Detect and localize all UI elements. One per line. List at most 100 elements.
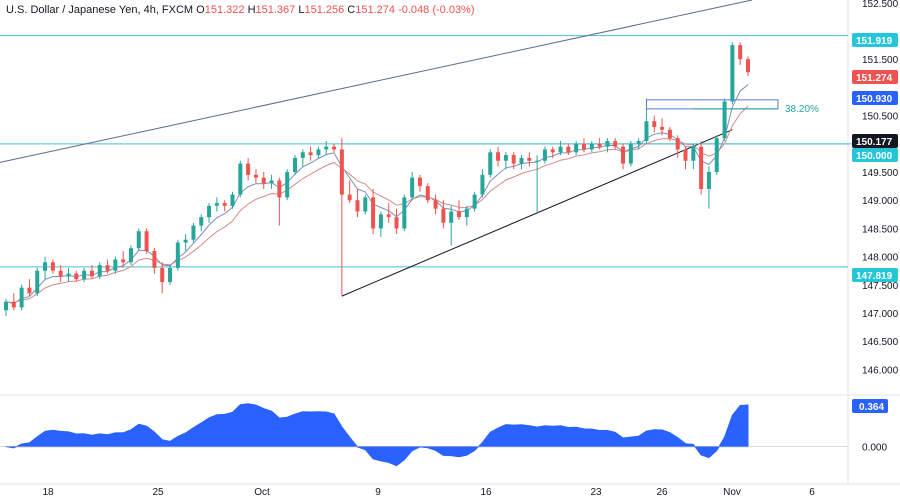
candle[interactable] xyxy=(722,98,727,142)
candle[interactable] xyxy=(58,265,63,283)
candle[interactable] xyxy=(457,200,462,220)
candle[interactable] xyxy=(574,141,579,156)
candle[interactable] xyxy=(386,203,391,223)
candle[interactable] xyxy=(308,146,313,161)
candle[interactable] xyxy=(214,197,219,212)
candle[interactable] xyxy=(441,200,446,229)
candle[interactable] xyxy=(183,234,188,251)
candle[interactable] xyxy=(82,267,87,283)
candle[interactable] xyxy=(269,174,274,189)
candle[interactable] xyxy=(621,143,626,170)
candle[interactable] xyxy=(667,126,672,142)
candle[interactable] xyxy=(371,188,376,235)
candle[interactable] xyxy=(300,149,305,167)
candle[interactable] xyxy=(50,259,55,274)
candle[interactable] xyxy=(503,152,508,170)
candle[interactable] xyxy=(652,115,657,133)
candle[interactable] xyxy=(581,138,586,153)
candle[interactable] xyxy=(191,222,196,243)
channel-trendline[interactable] xyxy=(0,0,753,163)
candle[interactable] xyxy=(730,42,735,105)
candle[interactable] xyxy=(714,135,719,175)
candle[interactable] xyxy=(261,172,266,189)
candle[interactable] xyxy=(35,267,40,297)
candle[interactable] xyxy=(394,208,399,235)
candle[interactable] xyxy=(550,146,555,158)
candle[interactable] xyxy=(636,138,641,150)
candle[interactable] xyxy=(535,155,540,215)
candle[interactable] xyxy=(597,138,602,150)
candle[interactable] xyxy=(699,141,704,195)
candles[interactable] xyxy=(4,42,750,316)
candle[interactable] xyxy=(449,205,454,246)
fib-retracement[interactable]: 38.20% xyxy=(645,99,819,115)
candle[interactable] xyxy=(27,279,32,297)
candle[interactable] xyxy=(738,42,743,65)
candle[interactable] xyxy=(168,265,173,285)
candle[interactable] xyxy=(121,250,126,268)
candle[interactable] xyxy=(402,194,407,232)
candle[interactable] xyxy=(4,298,8,316)
candle[interactable] xyxy=(511,152,516,170)
candle[interactable] xyxy=(128,245,133,266)
time-axis[interactable]: 18 25 Oct 9 16 23 26 Nov 6 xyxy=(42,487,815,498)
candle[interactable] xyxy=(425,183,430,204)
fib-box[interactable] xyxy=(645,99,779,110)
candle[interactable] xyxy=(675,135,680,158)
candle[interactable] xyxy=(97,262,102,280)
candle[interactable] xyxy=(746,56,750,77)
candle[interactable] xyxy=(253,169,258,184)
candle[interactable] xyxy=(105,259,110,274)
candle[interactable] xyxy=(277,177,282,226)
candle[interactable] xyxy=(144,228,149,254)
candle[interactable] xyxy=(433,194,438,215)
candle[interactable] xyxy=(527,152,532,167)
candle[interactable] xyxy=(410,172,415,201)
candle[interactable] xyxy=(605,138,610,153)
candle[interactable] xyxy=(691,143,696,170)
candle[interactable] xyxy=(332,143,337,153)
candle[interactable] xyxy=(464,205,469,226)
candle[interactable] xyxy=(558,141,563,156)
candle[interactable] xyxy=(19,284,24,311)
candle[interactable] xyxy=(175,239,180,271)
candle[interactable] xyxy=(160,262,165,294)
candle[interactable] xyxy=(683,146,688,170)
candle[interactable] xyxy=(113,256,118,274)
candle[interactable] xyxy=(589,141,594,153)
candle[interactable] xyxy=(66,267,71,283)
candle[interactable] xyxy=(207,203,212,223)
candle[interactable] xyxy=(628,141,633,167)
candle[interactable] xyxy=(316,146,321,158)
candle[interactable] xyxy=(222,200,227,212)
candle[interactable] xyxy=(89,265,94,280)
candle[interactable] xyxy=(285,169,290,201)
candle[interactable] xyxy=(11,293,16,311)
candle[interactable] xyxy=(339,138,344,297)
candle[interactable] xyxy=(292,155,297,175)
candle[interactable] xyxy=(355,188,360,218)
candle[interactable] xyxy=(238,160,243,198)
candle[interactable] xyxy=(417,174,422,192)
candle[interactable] xyxy=(613,138,618,150)
candle[interactable] xyxy=(660,118,665,136)
candle[interactable] xyxy=(246,157,251,181)
candle[interactable] xyxy=(324,141,329,156)
candle[interactable] xyxy=(566,143,571,156)
candle[interactable] xyxy=(496,146,501,167)
candle[interactable] xyxy=(363,194,368,215)
candle[interactable] xyxy=(519,155,524,170)
candle[interactable] xyxy=(480,169,485,198)
candle[interactable] xyxy=(378,211,383,237)
candle[interactable] xyxy=(472,191,477,212)
price-axis[interactable]: 152.500 151.500 150.500 149.500 149.000 148.5… xyxy=(862,0,899,454)
candle[interactable] xyxy=(199,214,204,232)
candle[interactable] xyxy=(488,149,493,178)
candle[interactable] xyxy=(152,248,157,274)
candle[interactable] xyxy=(347,180,352,204)
candle[interactable] xyxy=(43,256,48,280)
candle[interactable] xyxy=(230,191,235,209)
candle[interactable] xyxy=(74,270,79,283)
candle[interactable] xyxy=(542,146,547,164)
candle[interactable] xyxy=(706,166,711,209)
